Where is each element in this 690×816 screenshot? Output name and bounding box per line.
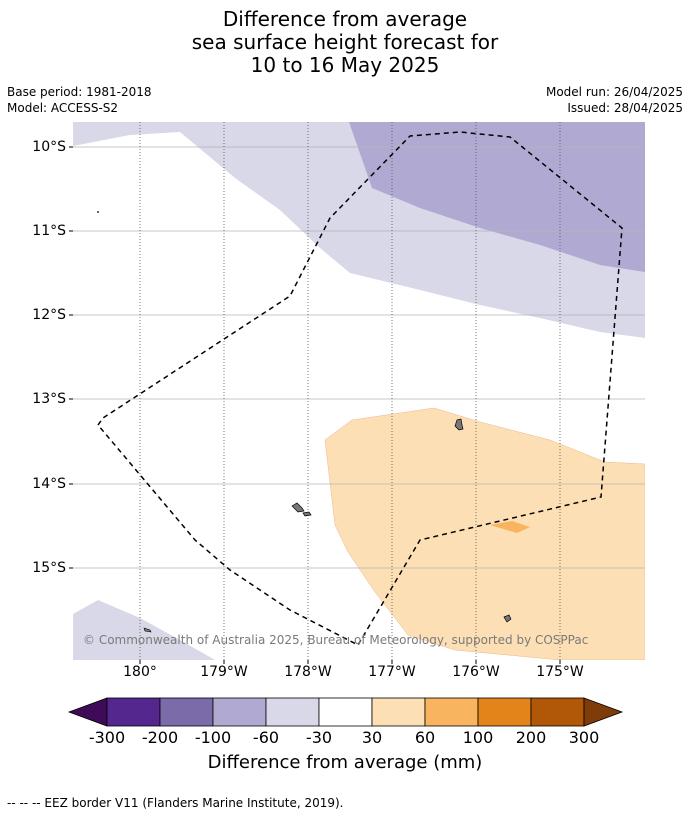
colorbar-label-minus60: -60 [252,728,280,747]
lon-label-177w: 177°W [368,664,416,680]
anomaly-region-orange [490,521,530,533]
model-run: Model run: 26/04/2025 [545,85,683,99]
eez-boundary [97,131,623,646]
lat-label-11s: 11°S [32,223,66,239]
eez-legend-note: -- -- -- EEZ border V11 (Flanders Marine… [7,796,344,810]
title-line-1: Difference from average [222,7,468,31]
base-period: Base period: 1981-2018 [7,85,152,99]
colorbar-label-30: 30 [361,728,383,747]
title-line-2: sea surface height forecast for [191,30,499,54]
colorbar-extend-low [67,697,108,727]
colorbar-bin-7 [424,697,479,727]
colorbar-bin-5 [318,697,373,727]
latitude-gridlines [73,146,645,569]
map-area [73,122,645,660]
colorbar-extend-high [583,697,624,727]
colorbar-bin-6 [371,697,426,727]
islet-southwest [143,627,152,633]
anomaly-region-light-orange [324,407,645,660]
lat-tick-marks [69,146,73,569]
lon-label-178w: 178°W [284,664,332,680]
lon-label-176w: 176°W [452,664,500,680]
island-south [503,614,512,623]
issued-date: Issued: 28/04/2025 [567,101,683,115]
colorbar-bin-1 [106,697,161,727]
chart-title: Difference from average sea surface heig… [0,8,690,77]
anomaly-region-lavender-southwest [73,600,215,660]
island-north [454,418,464,431]
colorbar-label-minus100: -100 [194,728,232,747]
colorbar-label-100: 100 [462,728,494,747]
colorbar-label-200: 200 [515,728,547,747]
lat-label-10s: 10°S [32,139,66,155]
colorbar-label-60: 60 [414,728,436,747]
copyright-notice: © Commonwealth of Australia 2025, Bureau… [83,633,589,647]
lon-tick-marks [139,660,561,664]
colorbar-bin-9 [530,697,585,727]
colorbar-title: Difference from average (mm) [207,752,483,773]
colorbar-bin-8 [477,697,532,727]
colorbar-label-300: 300 [568,728,600,747]
lon-label-179w: 179°W [200,664,248,680]
colorbar-bin-4 [265,697,320,727]
colorbar-bin-3 [212,697,267,727]
islet-west [302,511,312,517]
islet-northwest [97,211,99,213]
meta-right: Model run: 26/04/2025 Issued: 28/04/2025 [546,84,683,116]
lon-label-180: 180° [123,664,157,680]
colorbar-label-minus200: -200 [141,728,179,747]
colorbar-label-minus30: -30 [305,728,333,747]
title-line-3: 10 to 16 May 2025 [250,53,440,77]
meta-left: Base period: 1981-2018 Model: ACCESS-S2 [7,84,152,116]
colorbar-bin-2 [159,697,214,727]
island-west [291,502,305,513]
colorbar [67,697,624,727]
anomaly-region-medium-lavender [349,122,645,272]
lat-label-12s: 12°S [32,307,66,323]
lat-label-14s: 14°S [32,476,66,492]
lat-label-15s: 15°S [32,560,66,576]
model-name: Model: ACCESS-S2 [7,101,119,115]
lat-label-13s: 13°S [32,391,66,407]
lon-label-175w: 175°W [536,664,584,680]
colorbar-label-minus300: -300 [88,728,126,747]
